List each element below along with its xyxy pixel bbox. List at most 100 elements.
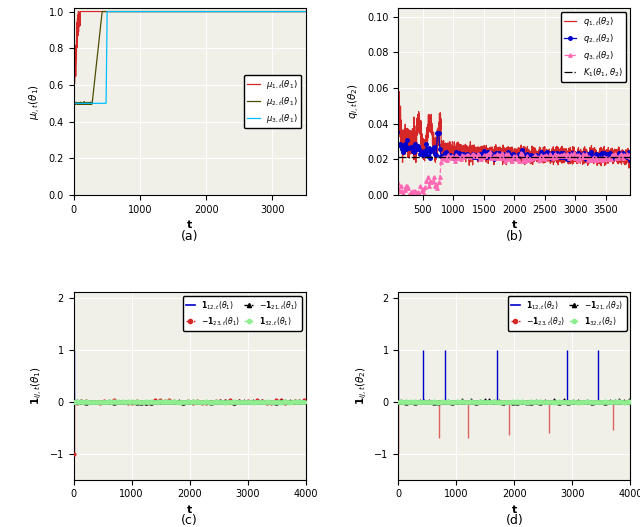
Point — [168, 397, 178, 406]
$q_{3,t}(\theta_2)$ — [410, 192, 418, 198]
Point — [593, 397, 604, 406]
Point — [280, 397, 291, 405]
Point — [159, 398, 170, 406]
Point — [404, 397, 415, 406]
Point — [222, 397, 232, 406]
Point — [585, 397, 595, 406]
Point — [410, 398, 420, 407]
Point — [562, 397, 572, 406]
Point — [141, 397, 152, 406]
Point — [578, 397, 588, 406]
Point — [449, 397, 460, 406]
Point — [461, 397, 471, 406]
Point — [161, 397, 171, 406]
$q_{2,t}(\theta_2)$ — [453, 154, 461, 161]
Point — [528, 397, 538, 406]
$\mu_{3,t}(\theta_1)$ — [196, 8, 204, 15]
Point — [412, 397, 422, 406]
Point — [579, 397, 589, 406]
Point — [443, 397, 453, 406]
Point — [271, 398, 281, 407]
Point — [394, 397, 404, 406]
Point — [499, 398, 509, 406]
Point — [588, 397, 598, 406]
Point — [236, 397, 246, 406]
Point — [209, 397, 219, 406]
Point — [182, 397, 193, 406]
Point — [221, 397, 232, 406]
Point — [424, 397, 434, 406]
Point — [569, 397, 579, 406]
Point — [237, 397, 248, 406]
Point — [146, 397, 156, 406]
Point — [504, 397, 515, 406]
Point — [488, 397, 499, 406]
Point — [90, 397, 100, 406]
Point — [127, 397, 137, 406]
Point — [529, 397, 540, 406]
Point — [622, 397, 632, 406]
Point — [128, 397, 138, 406]
Point — [225, 398, 235, 406]
Point — [404, 397, 415, 406]
Point — [406, 397, 417, 406]
Point — [537, 397, 547, 406]
Point — [161, 397, 172, 406]
Point — [239, 396, 249, 405]
Point — [253, 397, 263, 406]
Point — [294, 396, 305, 405]
Point — [92, 397, 102, 406]
Point — [554, 397, 564, 406]
Point — [589, 397, 599, 406]
Point — [491, 397, 501, 406]
Point — [150, 398, 161, 406]
Point — [437, 397, 447, 406]
Legend: $q_{1,t}(\theta_2)$, $q_{2,t}(\theta_2)$, $q_{3,t}(\theta_2)$, $K_1(\theta_1,\th: $q_{1,t}(\theta_2)$, $q_{2,t}(\theta_2)$… — [561, 12, 626, 82]
Point — [202, 397, 212, 406]
Point — [134, 397, 144, 406]
Point — [258, 397, 268, 406]
Point — [228, 397, 239, 406]
Point — [68, 397, 79, 406]
Point — [584, 397, 594, 406]
Point — [611, 397, 621, 406]
Point — [468, 397, 479, 406]
Point — [177, 397, 187, 406]
Point — [490, 397, 500, 406]
Point — [166, 397, 176, 406]
Point — [83, 397, 93, 406]
Point — [109, 397, 119, 406]
Point — [243, 397, 253, 406]
Point — [487, 397, 497, 406]
Point — [157, 397, 167, 406]
Point — [523, 397, 533, 406]
Point — [622, 397, 632, 406]
Point — [252, 398, 262, 407]
Point — [241, 397, 252, 406]
Point — [550, 397, 560, 406]
Point — [474, 397, 484, 406]
Point — [596, 397, 607, 406]
Point — [398, 397, 408, 406]
Point — [265, 397, 275, 406]
Point — [552, 397, 562, 406]
Point — [257, 397, 267, 406]
Point — [586, 397, 596, 406]
Point — [619, 398, 629, 407]
Point — [173, 398, 184, 406]
Point — [242, 397, 252, 406]
Point — [610, 397, 620, 406]
Point — [568, 396, 578, 405]
Point — [250, 397, 260, 406]
Point — [554, 398, 564, 407]
Point — [566, 397, 577, 406]
Point — [157, 397, 167, 406]
Point — [216, 397, 227, 406]
Point — [585, 397, 595, 406]
Point — [396, 397, 406, 405]
Point — [185, 397, 195, 406]
Point — [442, 397, 452, 406]
Point — [556, 397, 566, 406]
Point — [556, 397, 566, 406]
Point — [623, 397, 633, 406]
